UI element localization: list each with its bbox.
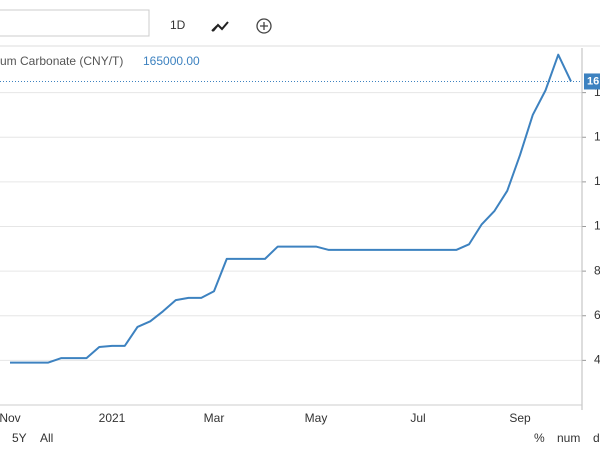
- y-tick-label: 1: [594, 174, 600, 188]
- x-tick-label: May: [305, 411, 328, 425]
- add-indicator-plus: [260, 22, 268, 30]
- y-tick-label: 1: [594, 219, 600, 233]
- chart-type-icon[interactable]: [211, 21, 229, 32]
- add-indicator-icon[interactable]: [256, 18, 272, 34]
- y-tick-label: 4: [594, 353, 600, 367]
- x-tick-label: Jul: [410, 411, 425, 425]
- x-tick-label: Nov: [0, 411, 21, 425]
- option-button[interactable]: num: [557, 431, 580, 445]
- x-tick-label: Mar: [204, 411, 225, 425]
- x-tick-label: Sep: [509, 411, 531, 425]
- search-box[interactable]: [0, 9, 150, 37]
- price-tag-label: 16: [587, 75, 599, 87]
- price-tag: [584, 73, 600, 90]
- range-button[interactable]: All: [40, 431, 53, 445]
- option-button[interactable]: d: [593, 431, 600, 445]
- option-button[interactable]: %: [534, 431, 545, 445]
- x-tick-label: 2021: [99, 411, 126, 425]
- y-tick-label: 8: [594, 263, 600, 277]
- y-tick-label: 1: [594, 129, 600, 143]
- interval-button[interactable]: 1D: [170, 18, 186, 32]
- chart-title: um Carbonate (CNY/T): [0, 54, 123, 68]
- range-button[interactable]: 5Y: [12, 431, 27, 445]
- y-tick-label: 1: [594, 85, 600, 99]
- last-value-label: 165000.00: [143, 54, 200, 68]
- y-tick-label: 6: [594, 308, 600, 322]
- series-line: [10, 53, 572, 364]
